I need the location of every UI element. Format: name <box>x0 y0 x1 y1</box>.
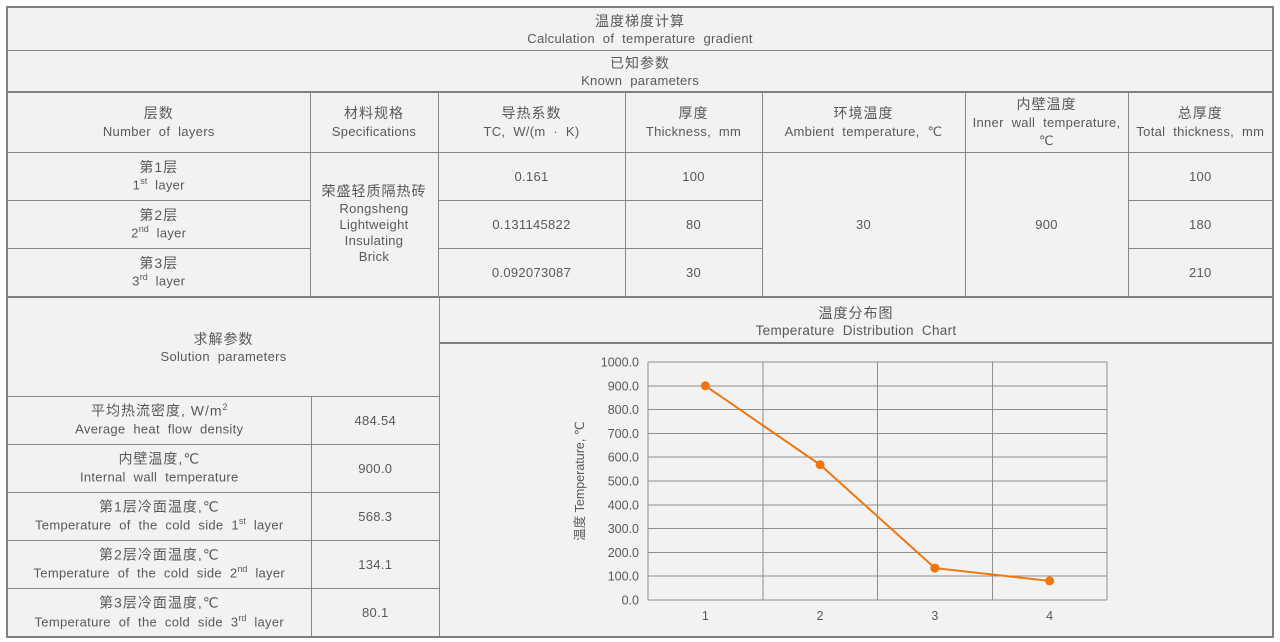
chart-title-en: Temperature Distribution Chart <box>755 322 957 338</box>
solution-row-cold-side-layer-3: 第3层冷面温度,℃ Temperature of the cold side 3… <box>7 587 440 637</box>
y-axis-tick-label: 100.0 <box>608 570 639 584</box>
y-axis-tick-label: 600.0 <box>608 451 639 465</box>
data-point-marker <box>700 381 710 391</box>
data-point-marker <box>815 460 825 470</box>
calculation-sheet: 温度梯度计算 Calculation of temperature gradie… <box>6 6 1274 638</box>
chart-title-zh: 温度分布图 <box>818 304 894 321</box>
column-header-thickness: 厚度 Thickness, mm <box>624 91 763 153</box>
layer-2-tc-value: 0.131145822 <box>437 199 626 249</box>
y-axis-tick-label: 1000.0 <box>601 356 639 370</box>
y-axis-tick-label: 800.0 <box>608 403 639 417</box>
inner-wall-temperature-value: 900 <box>964 151 1129 297</box>
data-point-marker <box>930 563 940 573</box>
layer-3-tc-value: 0.092073087 <box>437 247 626 297</box>
column-header-total-thickness: 总厚度 Total thickness, mm <box>1127 91 1273 153</box>
cold-side-layer-2-value: 134.1 <box>310 539 440 589</box>
material-specification-cell: 荣盛轻质隔热砖 Rongsheng Lightweight Insulating… <box>309 151 439 297</box>
internal-wall-temperature-value: 900.0 <box>310 443 440 493</box>
y-axis-tick-label: 500.0 <box>608 475 639 489</box>
layer-3-total-thickness-value: 210 <box>1127 247 1273 297</box>
solution-row-cold-side-layer-2: 第2层冷面温度,℃ Temperature of the cold side 2… <box>7 539 440 589</box>
solution-row-cold-side-layer-1: 第1层冷面温度,℃ Temperature of the cold side 1… <box>7 491 440 541</box>
cold-side-layer-1-value: 568.3 <box>310 491 440 541</box>
y-axis-tick-label: 900.0 <box>608 379 639 393</box>
x-axis-tick-label: 1 <box>702 609 709 623</box>
cold-side-layer-3-value: 80.1 <box>310 587 440 637</box>
y-axis-tick-label: 300.0 <box>608 522 639 536</box>
layer-2-label: 第2层 2nd layer <box>7 199 311 249</box>
layer-1-tc-value: 0.161 <box>437 151 626 201</box>
y-axis-tick-label: 700.0 <box>608 427 639 441</box>
solution-row-internal-wall-temperature: 内壁温度,℃ Internal wall temperature 900.0 <box>7 443 440 493</box>
temperature-distribution-chart: 0.0 100.0 200.0 300.0 400.0 500.0 600.0 700.0 80… <box>572 356 1108 623</box>
x-axis-tick-label: 4 <box>1046 609 1053 623</box>
solution-parameters-heading: 求解参数 Solution parameters <box>7 297 440 397</box>
data-point-marker <box>1045 576 1055 586</box>
chart-title: 温度分布图 Temperature Distribution Chart <box>440 298 1273 344</box>
temperature-series-line <box>704 384 1050 582</box>
bottom-region: 求解参数 Solution parameters 平均热流密度, W/m2 Av… <box>7 296 1273 637</box>
known-parameters-table: 温度梯度计算 Calculation of temperature gradie… <box>7 7 1273 297</box>
x-axis-tick-label: 2 <box>817 609 824 623</box>
x-axis-tick-label: 3 <box>931 609 938 623</box>
layer-1-total-thickness-value: 100 <box>1127 151 1273 201</box>
ambient-temperature-value: 30 <box>761 151 966 297</box>
layer-2-thickness-value: 80 <box>624 199 763 249</box>
sheet-title-zh: 温度梯度计算 <box>595 13 686 30</box>
layer-3-label: 第3层 3rd layer <box>7 247 311 297</box>
solution-parameters-table: 求解参数 Solution parameters 平均热流密度, W/m2 Av… <box>7 297 440 637</box>
heat-flow-density-value: 484.54 <box>310 395 440 445</box>
table-row-layer-2: 第2层 2nd layer 0.131145822 80 180 <box>7 199 1273 249</box>
y-axis-title: 温度 Temperature, ℃ <box>572 421 587 541</box>
column-header-inner-wall-temperature: 内壁温度 Inner wall temperature, ℃ <box>964 91 1129 153</box>
known-parameters-heading-zh: 已知参数 <box>610 55 671 72</box>
layer-2-total-thickness-value: 180 <box>1127 199 1273 249</box>
layer-1-thickness-value: 100 <box>624 151 763 201</box>
column-header-layers: 层数 Number of layers <box>7 91 311 153</box>
chart-panel: 温度分布图 Temperature Distribution Chart 0.0… <box>439 298 1273 636</box>
layer-1-label: 第1层 1st layer <box>7 151 311 201</box>
table-row-layer-3: 第3层 3rd layer 0.092073087 30 210 <box>7 247 1273 297</box>
column-header-ambient-temperature: 环境温度 Ambient temperature, ℃ <box>761 91 966 153</box>
sheet-title-en: Calculation of temperature gradient <box>527 31 753 47</box>
y-axis-tick-label: 200.0 <box>608 546 639 560</box>
table-row-layer-1: 第1层 1st layer 荣盛轻质隔热砖 Rongsheng Lightwei… <box>7 151 1273 297</box>
sheet-title: 温度梯度计算 Calculation of temperature gradie… <box>7 7 1273 51</box>
column-header-tc: 导热系数 TC, W/(m · K) <box>437 91 626 153</box>
column-header-specifications: 材料规格 Specifications <box>309 91 439 153</box>
known-parameters-heading-en: Known parameters <box>581 73 699 89</box>
y-axis-tick-label: 0.0 <box>622 594 639 608</box>
known-parameters-heading: 已知参数 Known parameters <box>7 49 1273 93</box>
layer-3-thickness-value: 30 <box>624 247 763 297</box>
solution-row-heat-flow-density: 平均热流密度, W/m2 Average heat flow density 4… <box>7 395 440 445</box>
y-axis-tick-label: 400.0 <box>608 498 639 512</box>
